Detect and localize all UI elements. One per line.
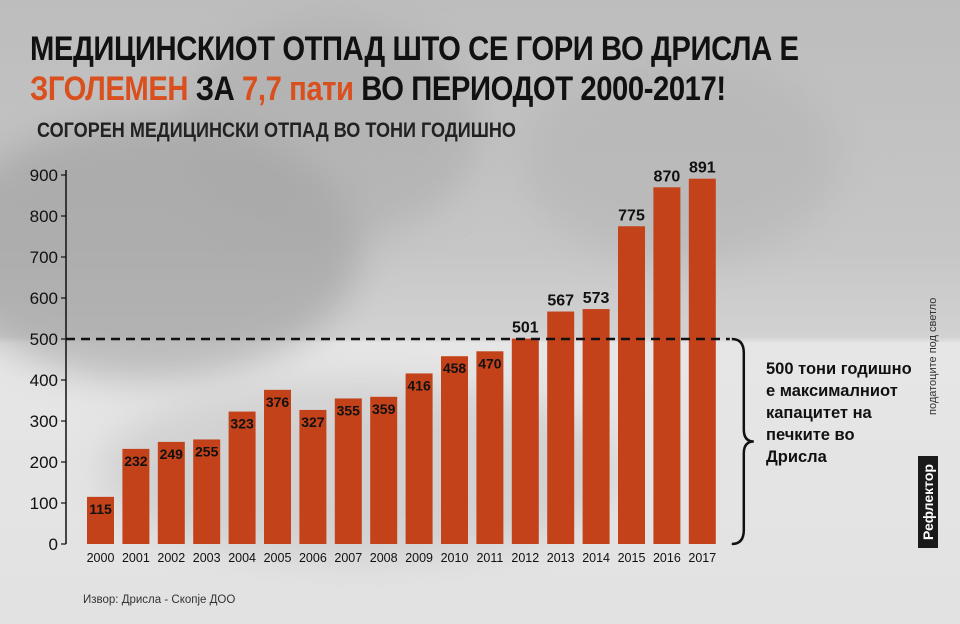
bar [334, 398, 362, 544]
side-tagline: податоците под светло [927, 297, 939, 415]
bar [511, 338, 539, 544]
x-tick-label: 2001 [122, 551, 150, 565]
bar [441, 356, 468, 544]
background-smoke [180, 20, 480, 240]
y-tick-label: 0 [49, 535, 58, 554]
bar [688, 178, 716, 544]
title-line-2: ЗГОЛЕМЕН ЗА 7,7 пати ВО ПЕРИОДОТ 2000-20… [30, 70, 726, 109]
source-note: Извор: Дрисла - Скопје ДОО [83, 594, 236, 606]
x-tick-label: 2004 [228, 551, 256, 565]
bar-value-label: 891 [689, 160, 716, 177]
y-tick-label: 900 [30, 166, 58, 185]
bar-value-label: 501 [512, 320, 539, 337]
bar-value-label: 323 [230, 416, 254, 432]
x-tick-label: 2015 [618, 551, 646, 565]
bar-value-label: 359 [372, 401, 396, 417]
bar [193, 439, 221, 544]
x-tick-label: 2009 [405, 551, 433, 565]
bar-value-label: 249 [160, 446, 184, 462]
bar-value-label: 567 [547, 293, 574, 310]
bar-value-label: 470 [478, 355, 502, 371]
capacity-note: 500 тони годишно е максималниот капаците… [766, 360, 912, 466]
x-tick-label: 2005 [264, 551, 292, 565]
bar-value-label: 255 [195, 443, 219, 459]
bar-value-label: 775 [618, 207, 645, 224]
y-tick-label: 500 [30, 330, 58, 349]
bar [157, 441, 185, 544]
title-text-part: ВО ПЕРИОДОТ 2000-2017! [353, 70, 726, 108]
x-tick-label: 2003 [193, 551, 221, 565]
bar-value-label: 355 [337, 402, 361, 418]
bar [476, 351, 504, 544]
bar [405, 373, 433, 544]
y-tick-label: 200 [30, 453, 58, 472]
bar [547, 311, 575, 544]
x-tick-label: 2013 [547, 551, 575, 565]
bar [87, 496, 114, 544]
y-tick-label: 800 [30, 207, 58, 226]
x-tick-label: 2012 [511, 551, 539, 565]
title-highlight-increased: ЗГОЛЕМЕН [30, 70, 189, 108]
bar [228, 411, 256, 544]
curly-bracket [731, 337, 754, 546]
bar-value-label: 870 [654, 168, 681, 185]
y-tick-label: 400 [30, 371, 58, 390]
bar-value-label: 573 [583, 290, 610, 307]
bar-value-label: 458 [443, 360, 467, 376]
bar [582, 309, 610, 544]
bar [370, 396, 398, 544]
x-tick-label: 2011 [476, 551, 503, 565]
bar-value-label: 232 [124, 453, 148, 469]
x-tick-label: 2007 [334, 551, 362, 565]
x-tick-label: 2016 [653, 551, 681, 565]
chart-subtitle: СОГОРЕН МЕДИЦИНСКИ ОТПАД ВО ТОНИ ГОДИШНО [37, 119, 516, 142]
bar [264, 389, 291, 544]
x-tick-label: 2017 [688, 551, 716, 565]
bar-value-label: 416 [407, 377, 431, 393]
x-tick-label: 2008 [370, 551, 398, 565]
title-text-part: ЗА [188, 70, 243, 108]
bar [653, 187, 681, 545]
bar-value-label: 376 [266, 394, 290, 410]
bar-value-label: 327 [301, 414, 325, 430]
y-tick-label: 100 [30, 494, 58, 513]
x-tick-label: 2014 [582, 551, 610, 565]
x-tick-label: 2006 [299, 551, 327, 565]
y-tick-label: 600 [30, 289, 58, 308]
title-line-1: МЕДИЦИНСКИОТ ОТПАД ШТО СЕ ГОРИ ВО ДРИСЛА… [30, 30, 799, 68]
x-tick-label: 2002 [157, 551, 185, 565]
x-tick-label: 2000 [87, 551, 115, 565]
bar [618, 226, 645, 544]
bar-value-label: 115 [89, 501, 112, 517]
y-tick-label: 700 [30, 248, 58, 267]
title-highlight-factor: 7,7 пати [242, 70, 354, 108]
brand-logo: Рефлектор [918, 456, 938, 548]
x-tick-label: 2010 [441, 551, 469, 565]
bar [299, 409, 327, 544]
bar [122, 448, 150, 544]
y-tick-label: 300 [30, 412, 58, 431]
